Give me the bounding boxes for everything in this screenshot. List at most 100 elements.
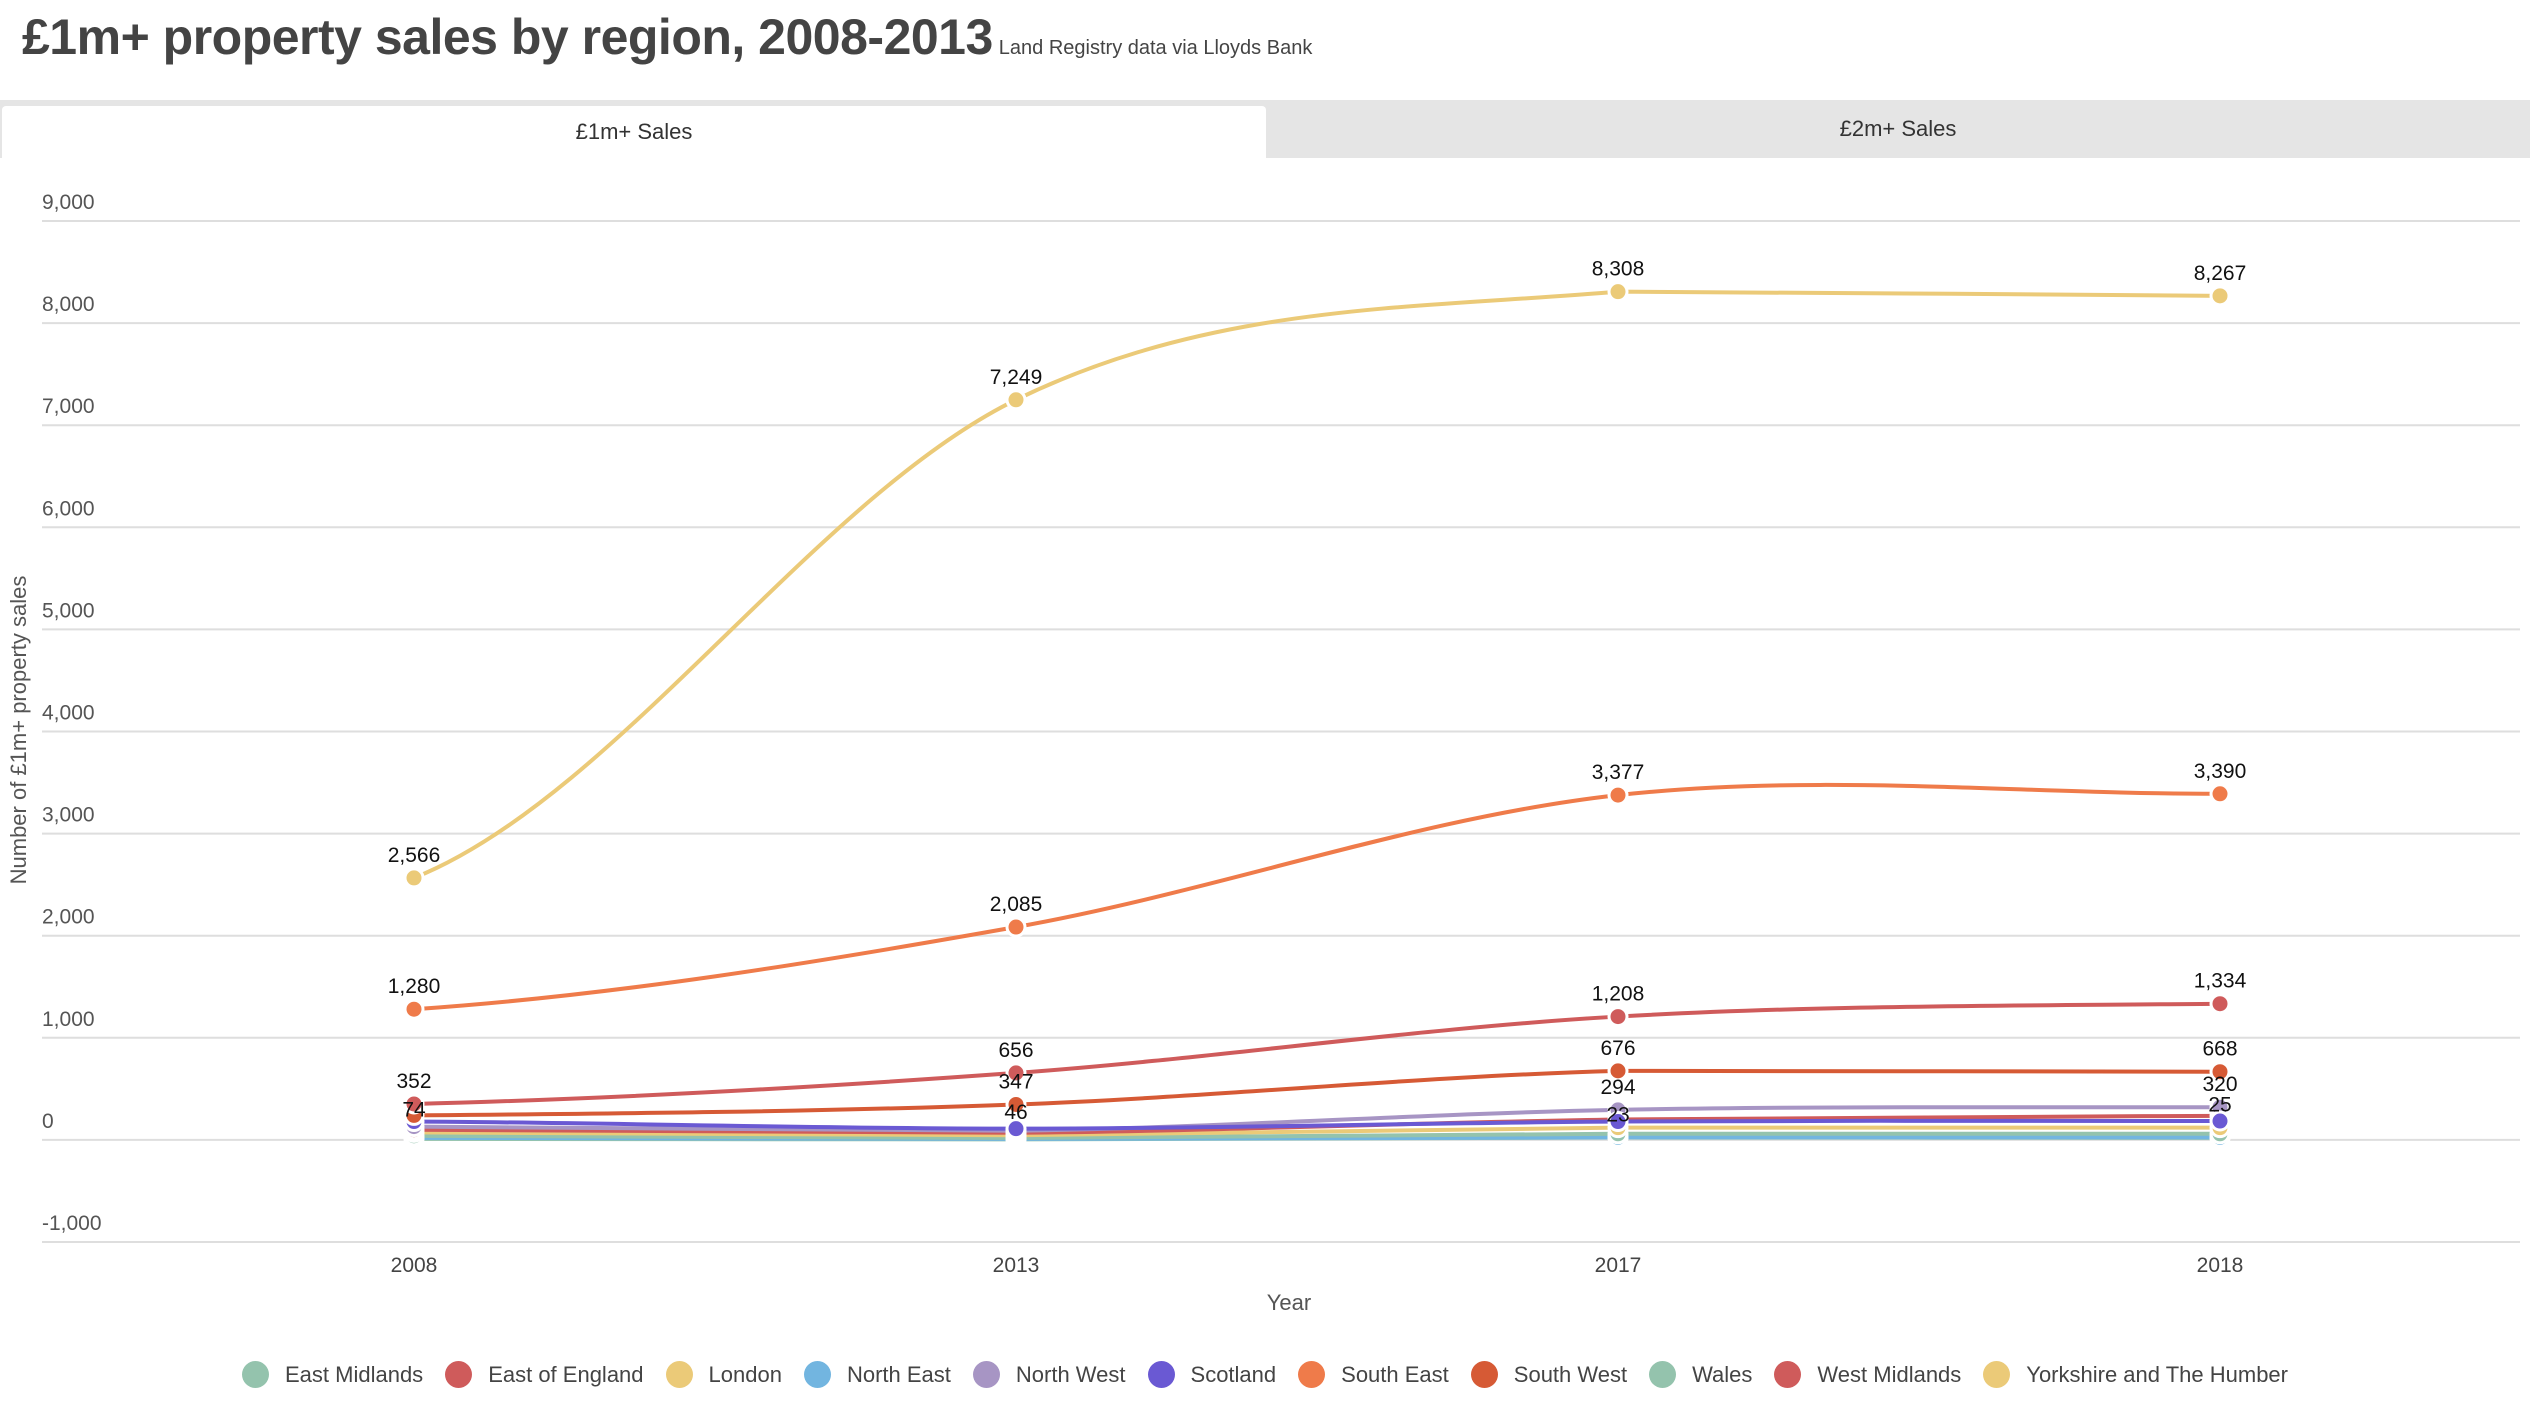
x-axis-ticks: 2008 2013 2017 2018 — [391, 1254, 2244, 1277]
legend-item-north-west[interactable]: North West — [972, 1361, 1126, 1388]
y-tick-label: -1,000 — [42, 1212, 102, 1235]
x-tick-label: 2008 — [391, 1254, 438, 1277]
y-tick-label: 7,000 — [42, 395, 95, 418]
data-point-london[interactable] — [1005, 389, 1027, 411]
x-tick-label: 2017 — [1595, 1254, 1642, 1277]
data-label: 2,566 — [388, 844, 441, 867]
tab-1m-sales[interactable]: £1m+ Sales — [2, 106, 1266, 158]
series-line-north-west — [413, 1105, 2221, 1133]
legend-swatch-icon — [665, 1361, 693, 1388]
legend-swatch-icon — [445, 1361, 473, 1388]
data-point-south-east[interactable] — [403, 998, 425, 1020]
chart-subtitle: Land Registry data via Lloyds Bank — [998, 37, 1313, 59]
legend-label: North East — [846, 1361, 951, 1387]
data-point-scotland[interactable] — [1607, 1111, 1629, 1133]
line-chart: 9,000 8,000 7,000 6,000 5,000 4,000 3,000 2,000… — [6, 191, 2520, 1315]
tab-bar: £1m+ Sales £2m+ Sales — [0, 100, 2530, 158]
y-tick-label: 0 — [42, 1110, 54, 1133]
legend-swatch-icon — [1298, 1361, 1326, 1388]
data-point-london[interactable] — [403, 867, 425, 889]
x-tick-label: 2018 — [2197, 1254, 2244, 1277]
data-label: 668 — [2202, 1038, 2237, 1061]
data-label: 25 — [2208, 1094, 2231, 1117]
data-label: 7,249 — [990, 366, 1043, 389]
legend-swatch-icon — [1147, 1361, 1175, 1388]
data-label: 2,085 — [990, 893, 1043, 916]
legend-item-south-east[interactable]: South East — [1298, 1361, 1449, 1388]
data-label: 320 — [2202, 1073, 2237, 1096]
y-tick-label: 5,000 — [42, 599, 95, 622]
data-point-east-of-england[interactable] — [1005, 1062, 1027, 1084]
data-label: 1,334 — [2194, 970, 2247, 993]
legend-label: London — [708, 1361, 782, 1387]
legend-item-scotland[interactable]: Scotland — [1147, 1361, 1277, 1388]
legend-swatch-icon — [242, 1361, 269, 1388]
series-line-yorkshire-and-the-humber — [413, 1125, 2220, 1138]
data-point-south-west[interactable] — [1607, 1060, 1629, 1082]
data-point-south-east[interactable] — [1607, 784, 1629, 806]
data-point-london[interactable] — [2209, 285, 2231, 307]
data-label: 8,267 — [2194, 262, 2247, 285]
legend-item-wales[interactable]: Wales — [1649, 1361, 1752, 1388]
series-line-east-of-england — [413, 1001, 2221, 1106]
legend-label: South East — [1341, 1361, 1449, 1387]
data-label: 656 — [998, 1039, 1033, 1062]
data-point-south-west[interactable] — [1005, 1093, 1027, 1115]
legend-label: East of England — [488, 1361, 644, 1387]
legend-swatch-icon — [1470, 1361, 1498, 1388]
y-tick-label: 3,000 — [42, 804, 95, 827]
legend-item-north-east[interactable]: North East — [803, 1361, 951, 1388]
y-tick-label: 9,000 — [42, 191, 95, 214]
data-label: 352 — [396, 1070, 431, 1093]
legend-label: North West — [1015, 1361, 1126, 1387]
y-tick-label: 8,000 — [42, 293, 95, 316]
legend-swatch-icon — [1649, 1361, 1677, 1388]
series-line-south-east — [413, 782, 2221, 1012]
legend-item-london[interactable]: London — [665, 1361, 782, 1388]
legend-item-south-west[interactable]: South West — [1470, 1361, 1628, 1388]
tab-2m-sales[interactable]: £2m+ Sales — [1266, 100, 2530, 158]
data-label: 8,308 — [1592, 258, 1645, 281]
chart-title: £1m+ property sales by region, 2008-2013 — [22, 9, 993, 65]
series-line-south-west — [413, 1068, 2221, 1118]
data-point-london[interactable] — [1607, 281, 1629, 303]
legend-swatch-icon — [972, 1361, 1000, 1388]
legend-label: East Midlands — [285, 1361, 424, 1387]
data-label: 23 — [1606, 1104, 1629, 1127]
data-point-scotland[interactable] — [2209, 1110, 2231, 1132]
y-tick-label: 4,000 — [42, 702, 95, 725]
series-lines — [413, 289, 2221, 1142]
data-point-east-of-england[interactable] — [1607, 1006, 1629, 1028]
legend-label: Scotland — [1190, 1361, 1277, 1387]
legend-item-east-of-england[interactable]: East of England — [445, 1361, 644, 1388]
legend-label: Wales — [1692, 1361, 1753, 1387]
legend-item-east-midlands[interactable]: East Midlands — [242, 1361, 423, 1388]
legend-label: Yorkshire and The Humber — [2026, 1361, 2288, 1387]
legend: East Midlands East of England London North … — [0, 1361, 2530, 1388]
data-labels: 352 656 1,208 1,334 2,566 7,249 8,308 8,267 294 3… — [388, 258, 2247, 1127]
series-points — [403, 281, 2231, 1150]
legend-label: South West — [1513, 1361, 1628, 1387]
data-label: 74 — [402, 1098, 426, 1121]
legend-item-west-midlands[interactable]: West Midlands — [1774, 1361, 1961, 1388]
data-point-scotland[interactable] — [1005, 1118, 1027, 1140]
series-line-london — [413, 289, 2221, 880]
y-tick-label: 1,000 — [42, 1008, 95, 1031]
data-point-east-of-england[interactable] — [2209, 993, 2231, 1015]
x-axis-title: Year — [1267, 1290, 1311, 1315]
legend-item-yorkshire-and-the-humber[interactable]: Yorkshire and The Humber — [1983, 1361, 2288, 1388]
series-line-scotland — [413, 1118, 2221, 1131]
y-axis-ticks: 9,000 8,000 7,000 6,000 5,000 4,000 3,000 2,000… — [42, 191, 102, 1235]
data-point-south-east[interactable] — [2209, 783, 2231, 805]
data-point-south-west[interactable] — [2209, 1061, 2231, 1083]
legend-label: West Midlands — [1817, 1361, 1962, 1387]
y-tick-label: 6,000 — [42, 497, 95, 520]
data-point-east-of-england[interactable] — [403, 1093, 425, 1115]
data-label: 3,390 — [2194, 760, 2247, 783]
legend-swatch-icon — [1983, 1361, 2011, 1388]
data-label: 1,280 — [388, 975, 441, 998]
data-point-south-east[interactable] — [1005, 916, 1027, 938]
data-label: 3,377 — [1592, 761, 1645, 784]
data-label: 294 — [1600, 1076, 1635, 1099]
legend-swatch-icon — [1774, 1361, 1802, 1388]
